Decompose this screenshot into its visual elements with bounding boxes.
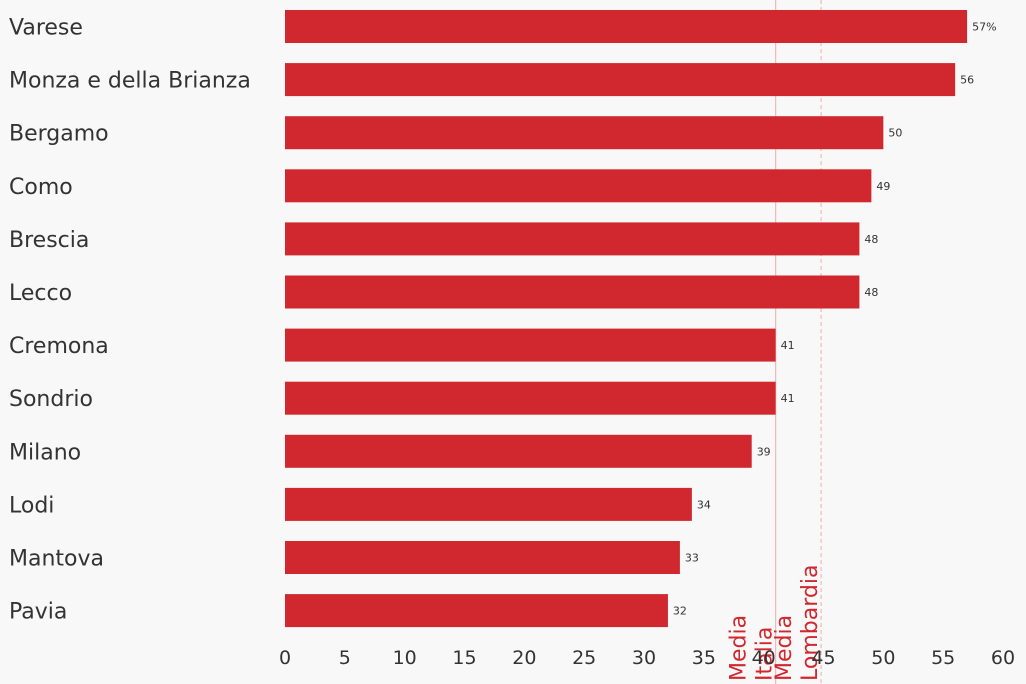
data-label: 34 <box>697 498 711 511</box>
bar-row-lecco: Lecco 48 <box>9 275 878 309</box>
category-label: Lodi <box>9 493 54 518</box>
bar-row-varese: Varese 57% <box>9 10 997 43</box>
x-tick-label: 10 <box>393 647 417 669</box>
data-label: 50 <box>888 127 902 140</box>
reference-label-line: Media <box>727 615 752 681</box>
bar <box>285 10 968 43</box>
bar-row-cremona: Cremona 41 <box>9 328 795 362</box>
category-label: Lecco <box>9 281 72 306</box>
data-label: 57% <box>972 21 996 34</box>
x-tick-label: 50 <box>871 647 895 669</box>
data-label: 48 <box>864 286 878 299</box>
data-label: 48 <box>864 233 878 246</box>
reference-label-media-italia: Media Italia <box>727 615 778 681</box>
data-label: 32 <box>673 605 687 618</box>
bar-row-como: Como 49 <box>9 169 890 203</box>
category-label: Pavia <box>9 600 67 625</box>
category-label: Sondrio <box>9 387 93 412</box>
reference-lines <box>775 0 822 684</box>
bar <box>285 434 752 468</box>
bar <box>285 169 872 203</box>
x-tick-label: 60 <box>991 647 1015 669</box>
reference-label-line: Italia <box>753 627 778 681</box>
category-label: Varese <box>9 16 83 41</box>
reference-label-media-lombardia: Media Lombardia <box>772 565 823 681</box>
bar <box>285 116 884 150</box>
category-label: Monza e della Brianza <box>9 69 251 94</box>
x-tick-label: 45 <box>811 647 835 669</box>
x-tick-label: 20 <box>512 647 536 669</box>
data-label: 39 <box>757 445 771 458</box>
bar <box>285 541 680 574</box>
data-label: 41 <box>781 339 795 352</box>
category-label: Mantova <box>9 547 104 572</box>
bar-row-monza-e-della-brianza: Monza e della Brianza 56 <box>9 63 974 97</box>
bar <box>285 222 860 256</box>
x-tick-label: 35 <box>692 647 716 669</box>
x-tick-label: 15 <box>452 647 476 669</box>
x-tick-label: 0 <box>279 647 291 669</box>
data-label: 41 <box>781 392 795 405</box>
x-tick-label: 25 <box>572 647 596 669</box>
data-label: 33 <box>685 552 699 565</box>
bar-row-sondrio: Sondrio 41 <box>9 381 795 415</box>
x-axis: 0 5 10 15 20 25 30 35 40 45 50 55 60 <box>279 647 1015 669</box>
category-label: Milano <box>9 440 81 465</box>
category-label: Cremona <box>9 334 109 359</box>
bar <box>285 594 668 628</box>
reference-label-line: Media <box>772 615 797 681</box>
x-tick-label: 40 <box>752 647 776 669</box>
bar-row-milano: Milano 39 <box>9 434 771 468</box>
bars-group: Varese 57% Monza e della Brianza 56 Bergamo 5… <box>9 10 997 628</box>
bar-row-bergamo: Bergamo 50 <box>9 116 902 150</box>
category-label: Brescia <box>9 228 89 253</box>
bar <box>285 487 692 521</box>
reference-label-line: Lombardia <box>798 565 823 681</box>
bar-row-mantova: Mantova 33 <box>9 541 699 574</box>
data-label: 49 <box>876 180 890 193</box>
x-tick-label: 55 <box>931 647 955 669</box>
x-tick-label: 30 <box>632 647 656 669</box>
x-tick-label: 5 <box>339 647 351 669</box>
bar <box>285 328 776 362</box>
category-label: Bergamo <box>9 122 109 147</box>
category-label: Como <box>9 175 73 200</box>
bar-row-lodi: Lodi 34 <box>9 487 711 521</box>
bar <box>285 275 860 309</box>
bar <box>285 381 776 415</box>
bar <box>285 63 956 97</box>
bar-row-brescia: Brescia 48 <box>9 222 878 256</box>
data-label: 56 <box>960 74 974 87</box>
bar-row-pavia: Pavia 32 <box>9 594 687 628</box>
